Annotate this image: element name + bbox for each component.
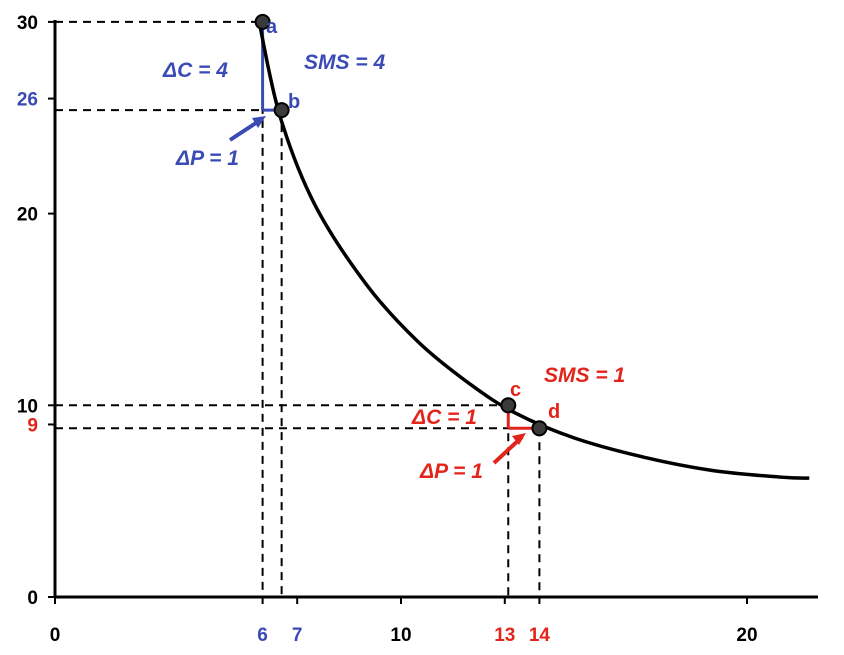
annotation-delta-c-1: ΔC = 1 <box>411 406 477 429</box>
x-tick-label: 14 <box>529 625 551 646</box>
point-c <box>500 397 517 414</box>
point-label-c: c <box>510 379 521 401</box>
point-label-d: d <box>548 401 560 423</box>
x-tick-label: 7 <box>292 625 303 646</box>
y-tick-label: 10 <box>17 396 38 417</box>
y-tick-label: 30 <box>17 13 38 34</box>
highlight-points <box>254 13 548 437</box>
x-tick-label: 0 <box>50 625 61 646</box>
annotation-sms-1: SMS = 1 <box>544 364 625 387</box>
point-a <box>254 13 271 30</box>
annotation-delta-c-4: ΔC = 4 <box>162 59 228 82</box>
y-tick-label: 26 <box>17 90 38 111</box>
point-b <box>273 102 290 119</box>
annotation-delta-p-1-blue: ΔP = 1 <box>175 147 239 170</box>
indifference-curve <box>257 21 810 480</box>
point-label-a: a <box>266 16 278 38</box>
x-tick-label: 6 <box>257 625 268 646</box>
x-tick-label: 10 <box>390 625 411 646</box>
sms-triangles <box>261 21 540 430</box>
y-tick-label: 9 <box>27 415 38 436</box>
annotation-sms-4: SMS = 4 <box>304 51 385 74</box>
y-tick-label: 20 <box>17 205 38 226</box>
x-tick-label: 13 <box>494 625 515 646</box>
indifference-curve-layer <box>257 21 810 480</box>
y-tick-label: 0 <box>27 588 38 609</box>
annotation-delta-p-1-red: ΔP = 1 <box>419 460 483 483</box>
guide-lines <box>55 20 541 597</box>
point-d <box>531 420 548 437</box>
x-tick-label: 20 <box>736 625 757 646</box>
point-label-b: b <box>288 91 300 113</box>
arrow-delta-p-red <box>492 433 526 465</box>
axes <box>53 20 818 599</box>
arrow-delta-p-blue <box>228 116 266 142</box>
